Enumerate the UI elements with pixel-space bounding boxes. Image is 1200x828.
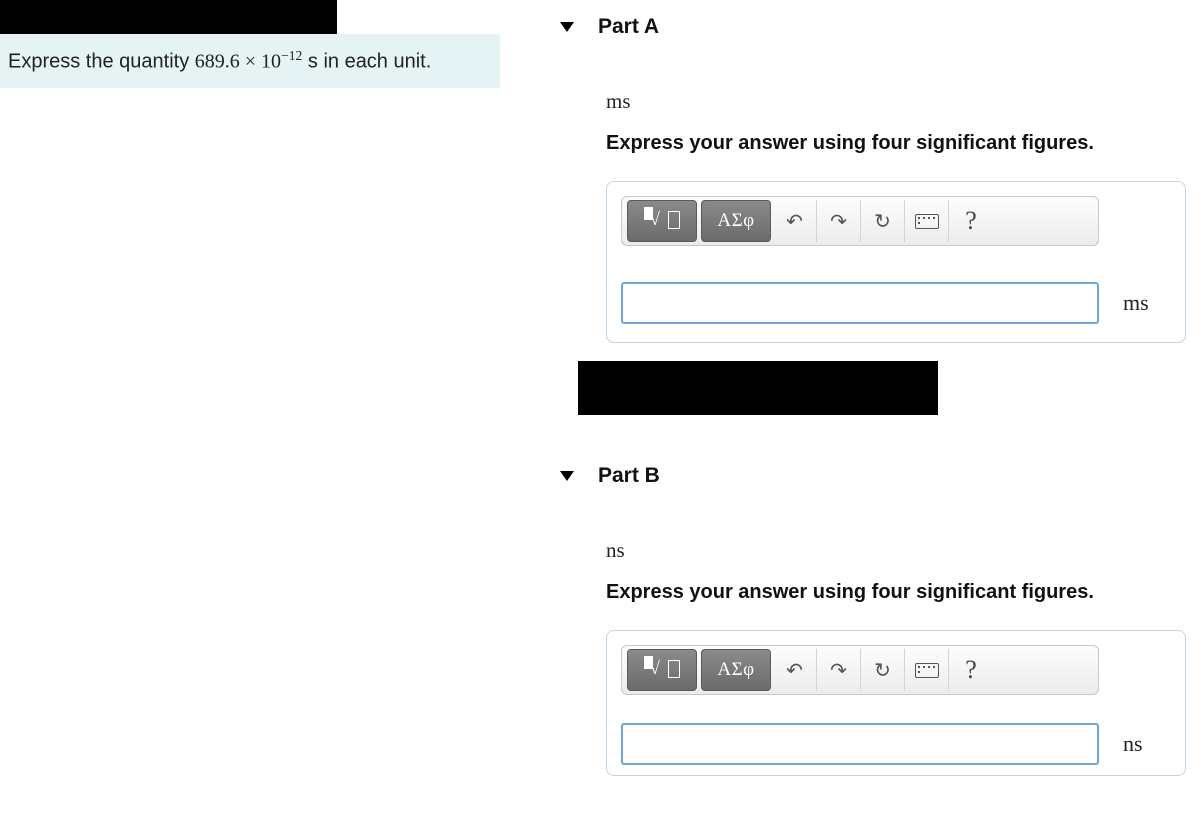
part-a-unit-label: ms — [606, 89, 1200, 114]
problem-column: Express the quantity 689.6 × 10−12 s in … — [0, 0, 500, 88]
answer-column: Part A ms Express your answer using four… — [560, 0, 1200, 776]
problem-suffix: s in each unit. — [302, 51, 431, 73]
greek-icon: ΑΣφ — [717, 210, 754, 232]
help-button[interactable]: ? — [949, 200, 993, 242]
part-b-input-row: ns — [621, 723, 1171, 765]
greek-button[interactable]: ΑΣφ — [701, 200, 771, 242]
reset-icon: ↻ — [874, 658, 891, 683]
chevron-down-icon — [560, 22, 574, 32]
math-template-icon: √ — [644, 207, 680, 235]
part-a-body: ms Express your answer using four signif… — [560, 89, 1200, 343]
redacted-bar-top — [0, 0, 337, 34]
help-button[interactable]: ? — [949, 649, 993, 691]
part-a-unit-suffix: ms — [1123, 290, 1149, 316]
part-a-header[interactable]: Part A — [560, 0, 1200, 57]
redo-icon: ↷ — [830, 209, 847, 234]
part-a-input-row: ms — [621, 282, 1171, 324]
part-a-instruction: Express your answer using four significa… — [606, 132, 1200, 155]
part-b-body: ns Express your answer using four signif… — [560, 538, 1200, 776]
spacer — [560, 415, 1200, 449]
part-a-title: Part A — [598, 15, 659, 39]
part-b-unit-label: ns — [606, 538, 1200, 563]
problem-value: 689.6 × 10 — [195, 51, 281, 73]
undo-icon: ↶ — [786, 209, 803, 234]
part-b-answer-input[interactable] — [621, 723, 1099, 765]
undo-button[interactable]: ↶ — [773, 649, 817, 691]
part-b-header[interactable]: Part B — [560, 449, 1200, 506]
reset-button[interactable]: ↻ — [861, 200, 905, 242]
redacted-block — [578, 361, 938, 415]
greek-button[interactable]: ΑΣφ — [701, 649, 771, 691]
template-button[interactable]: √ — [627, 649, 697, 691]
part-b-title: Part B — [598, 464, 660, 488]
reset-icon: ↻ — [874, 209, 891, 234]
part-a-answer-input[interactable] — [621, 282, 1099, 324]
redo-button[interactable]: ↷ — [817, 649, 861, 691]
undo-button[interactable]: ↶ — [773, 200, 817, 242]
reset-button[interactable]: ↻ — [861, 649, 905, 691]
part-b-instruction: Express your answer using four significa… — [606, 581, 1200, 604]
math-template-icon: √ — [644, 656, 680, 684]
part-a-answer-panel: √ ΑΣφ ↶ ↷ ↻ ? — [606, 181, 1186, 343]
problem-prefix: Express the quantity — [8, 51, 195, 73]
template-button[interactable]: √ — [627, 200, 697, 242]
keyboard-icon — [915, 214, 939, 229]
redo-icon: ↷ — [830, 658, 847, 683]
part-a-toolbar: √ ΑΣφ ↶ ↷ ↻ ? — [621, 196, 1099, 246]
undo-icon: ↶ — [786, 658, 803, 683]
keyboard-button[interactable] — [905, 200, 949, 242]
help-icon: ? — [965, 655, 977, 685]
part-b-unit-suffix: ns — [1123, 731, 1143, 757]
help-icon: ? — [965, 206, 977, 236]
chevron-down-icon — [560, 471, 574, 481]
redo-button[interactable]: ↷ — [817, 200, 861, 242]
keyboard-button[interactable] — [905, 649, 949, 691]
part-b-answer-panel: √ ΑΣφ ↶ ↷ ↻ ? — [606, 630, 1186, 776]
keyboard-icon — [915, 663, 939, 678]
problem-exponent: −12 — [281, 48, 302, 63]
problem-statement: Express the quantity 689.6 × 10−12 s in … — [0, 34, 500, 88]
part-b-toolbar: √ ΑΣφ ↶ ↷ ↻ ? — [621, 645, 1099, 695]
greek-icon: ΑΣφ — [717, 659, 754, 681]
